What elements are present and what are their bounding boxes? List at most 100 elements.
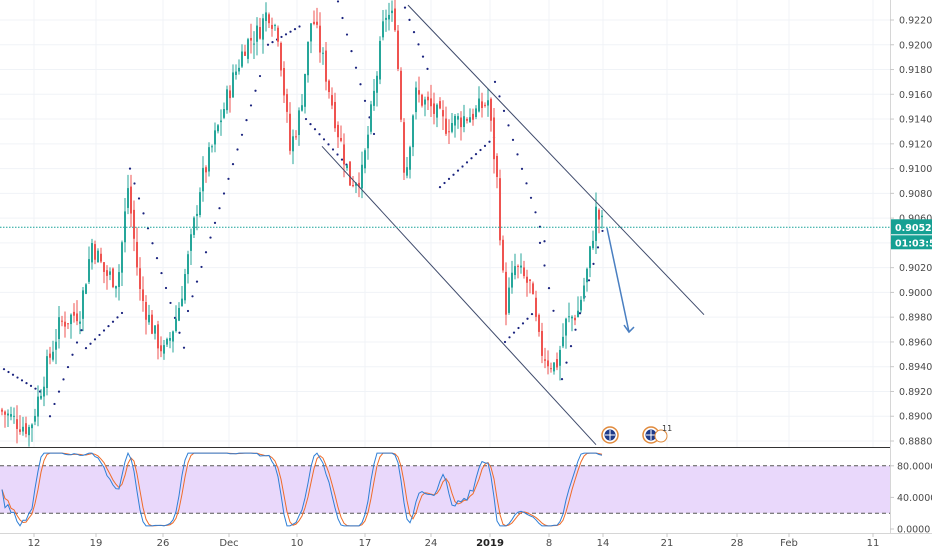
candle-body: [358, 182, 360, 187]
candle-body: [550, 368, 552, 370]
candle-body: [238, 67, 240, 72]
sar-dot: [322, 138, 326, 141]
candle-body: [463, 116, 465, 128]
candle-body: [283, 68, 285, 96]
candle-body: [40, 395, 42, 399]
candle-body: [259, 26, 261, 39]
sar-dot: [560, 377, 564, 381]
sar-dot: [520, 167, 524, 170]
time-tick-label: 2019: [476, 538, 504, 549]
candle-body: [157, 324, 159, 349]
candle-body: [217, 125, 219, 132]
sar-dot: [488, 140, 491, 143]
candle-body: [523, 267, 525, 277]
candle-body: [79, 321, 81, 324]
sar-dot: [195, 280, 199, 283]
event-badge[interactable]: [601, 426, 619, 444]
sar-dot: [340, 158, 344, 161]
candle-body: [262, 18, 264, 40]
time-axis-ticks: 12 19 26 Dec 10 17 24 2019 8 14 21 28 Feb 11: [28, 533, 879, 549]
stochastic-tick-label: 80.0000: [897, 461, 932, 472]
candle-body: [583, 285, 585, 299]
stochastic-pane[interactable]: [0, 448, 890, 533]
sar-dot: [142, 212, 145, 215]
sar-dot: [412, 31, 416, 34]
flag-cross-icon: [646, 430, 656, 440]
candle-body: [226, 89, 228, 111]
stochastic-axis[interactable]: 80.0000 40.0000 0.0000: [890, 461, 932, 536]
candle-body: [394, 8, 396, 31]
candle-body: [502, 239, 504, 271]
sar-dot: [336, 0, 340, 3]
sar-dot: [80, 329, 83, 332]
candle-body: [430, 98, 432, 107]
time-axis[interactable]: 12 19 26 Dec 10 17 24 2019 8 14 21 28 Feb 11: [0, 533, 932, 549]
candle-body: [601, 215, 603, 218]
sar-dot: [128, 167, 132, 170]
candle-body: [184, 274, 186, 301]
candle-body: [100, 253, 102, 262]
time-tick-label: 14: [597, 538, 610, 549]
candle-body: [454, 115, 456, 126]
channel-upper-line[interactable]: [407, 4, 705, 316]
candle-body: [505, 271, 507, 315]
candle-body: [73, 311, 75, 316]
sar-dot: [89, 342, 92, 345]
candle-body: [325, 50, 327, 82]
candle-body: [16, 419, 18, 429]
candle-body: [181, 298, 183, 307]
candle-body: [256, 25, 258, 42]
candle-body: [19, 429, 21, 432]
sar-dot: [57, 390, 61, 393]
sar-dot: [178, 331, 181, 334]
sar-dot: [517, 326, 520, 330]
candle-body: [388, 14, 390, 20]
candle-body: [574, 317, 576, 321]
candle-body: [43, 386, 45, 397]
price-pane[interactable]: 11: [0, 0, 890, 447]
candle-body: [376, 75, 378, 93]
projection-arrow[interactable]: [606, 227, 635, 334]
candle-body: [442, 110, 444, 117]
candle-body: [124, 211, 126, 243]
sar-dot: [271, 41, 274, 44]
sar-dot: [304, 117, 308, 121]
candle-body: [382, 21, 384, 38]
candle-body: [265, 12, 267, 21]
candle-body: [520, 265, 522, 268]
time-tick-label: 21: [661, 538, 674, 549]
candle-body: [7, 413, 9, 416]
sar-dot: [447, 177, 451, 181]
candle-body: [445, 118, 447, 134]
projection-arrow-head[interactable]: [623, 324, 635, 334]
projection-arrow-shaft[interactable]: [606, 227, 630, 333]
trend-channel[interactable]: [321, 4, 705, 446]
sar-dot: [218, 207, 221, 210]
sar-dot: [266, 43, 270, 46]
sar-dot: [258, 74, 262, 78]
channel-lower-line[interactable]: [321, 145, 597, 446]
sar-dot: [298, 25, 301, 28]
candle-body: [538, 314, 540, 332]
event-badge[interactable]: 11: [642, 424, 672, 444]
candle-body: [121, 242, 123, 273]
candle-body: [541, 331, 543, 356]
event-badges[interactable]: 11: [601, 424, 672, 444]
sar-dot: [133, 182, 136, 185]
candle-body: [307, 41, 309, 76]
time-tick-label: 17: [359, 538, 372, 549]
sar-dot: [508, 336, 511, 339]
sar-dot: [543, 264, 546, 267]
sar-dot: [2, 368, 6, 371]
sar-dot: [93, 338, 97, 341]
